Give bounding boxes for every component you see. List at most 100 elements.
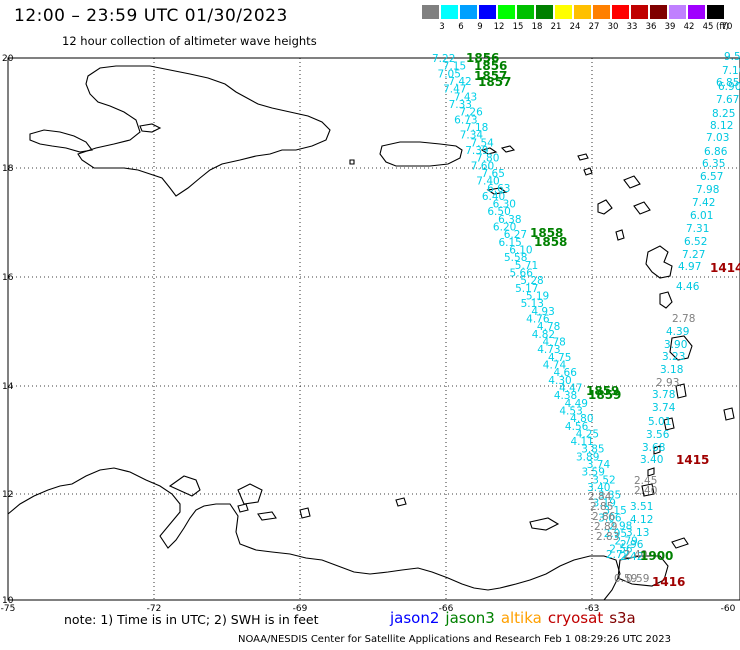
time-label-jason3: 1859 [588,388,621,402]
track-value: 7.10 [722,65,740,77]
track-value: 6.50 [487,206,510,218]
track-value: 7.54 [470,137,494,149]
track-value: 6.73 [454,114,477,126]
color-scale-label: 3 [439,22,445,32]
time-label-jason3: 1857 [478,75,511,89]
guadeloupe-coast [645,245,673,279]
track-value-gray: 2.84 [588,491,612,503]
track-value: 2.96 [620,539,644,551]
track-value: 7.98 [696,184,719,196]
grenada-coast [641,483,655,497]
st-kitts-coast [597,199,613,215]
page-subtitle: 12 hour collection of altimeter wave hei… [62,34,317,48]
track-value: 3.89 [576,451,599,463]
track-value: 2.98 [609,520,632,532]
track-value: 7.15 [443,61,466,73]
track-value: 7.43 [454,91,477,103]
satellite-s3a: s3a [609,609,636,627]
track-value: 6.20 [493,222,516,234]
track-value: 6.35 [702,158,725,170]
track-value: 2.40 [634,485,657,497]
margarita-coast [529,517,560,531]
color-swatch [650,5,667,19]
color-swatch [517,5,534,19]
track-value-gray: 2.83 [596,531,619,543]
track-value: 7.31 [686,223,709,235]
longitude-label: -69 [293,604,308,614]
time-label-cryosat: 1415 [676,453,709,467]
dominica-coast [659,291,673,309]
aruba-coast [237,503,249,513]
lat-lon-grid: -75 -72 -69 -66 -63 -60 20 18 16 14 12 10 [1,54,740,614]
track-value: 3.78 [652,389,675,401]
track-value: 3.59 [582,467,605,479]
track-value: 3.18 [660,364,683,376]
color-swatch [669,5,686,19]
puerto-rico-coast [379,141,463,167]
track-value: 6.30 [493,199,516,211]
track-value: 6.57 [700,171,723,183]
martinique-coast [669,335,693,361]
color-swatch [555,5,572,19]
coastlines [7,65,735,601]
track-value: 2.78 [672,313,695,325]
bonaire-coast [299,507,311,519]
color-scale-label: 70 [721,22,733,32]
track-value: 4.82 [532,329,555,341]
track-value: 6.52 [684,236,707,248]
track-value: 6.10 [509,245,532,257]
track-value: 4.30 [548,375,571,387]
color-scale-label: 18 [531,22,543,32]
track-value: 3.23 [662,351,685,363]
color-scale-label: 42 [683,22,695,32]
track-value: 3.85 [581,444,604,456]
track-value: 4.39 [666,326,689,338]
virgin-islands-coast [480,145,516,155]
altimeter-track-values: 7.227.157.057.427.477.437.337.266.737.18… [432,51,740,589]
color-scale-label: 45 [702,22,714,32]
track-value: 9.5 [724,51,740,63]
curacao-coast [257,511,277,521]
track-value-gray: 2.86 [592,511,616,523]
track-value: 2.95 [604,528,627,540]
hispaniola-coast [77,65,331,197]
satellite-altika: altika [500,609,542,627]
color-swatch [536,5,553,19]
track-value: 6.01 [690,210,713,222]
track-value: 3.35 [598,490,621,502]
time-label-jason3: 1856 [466,51,499,65]
latitude-label: 14 [2,382,14,392]
color-scale-label: 36 [645,22,657,32]
grenadines-coast [647,445,661,477]
track-value: 6.85 [716,77,739,89]
color-swatch [441,5,458,19]
track-value: 7.26 [459,107,483,119]
time-label-cryosat: 1414 [710,261,740,275]
track-value: 4.56 [565,421,589,433]
color-scale-label: 12 [493,22,505,32]
track-value: 8.25 [712,108,735,120]
track-value: 4.76 [526,313,550,325]
track-value-gray: 2.89 [594,521,617,533]
track-value: 3.68 [642,442,665,454]
longitude-label: -60 [721,604,736,614]
color-scale-label: 27 [588,22,600,32]
antigua-coast [633,201,651,215]
color-swatch [688,5,705,19]
track-value: 2.42 [620,551,643,563]
track-value: 5.66 [510,268,534,280]
montserrat-coast [615,229,625,241]
track-value: 0.59 [626,573,649,585]
st-vincent-coast [663,417,675,431]
haiti-peninsula-coast [29,129,93,153]
track-value: 8.12 [710,120,733,132]
track-value: 7.42 [448,76,471,88]
track-value: 6.90 [718,81,740,93]
st-lucia-coast [675,383,687,399]
track-value: 3.40 [587,482,610,494]
track-value: 7.34 [460,130,484,142]
track-value: 4.93 [531,306,554,318]
color-scale-label: 30 [607,22,619,32]
track-value: 7.67 [716,94,739,106]
